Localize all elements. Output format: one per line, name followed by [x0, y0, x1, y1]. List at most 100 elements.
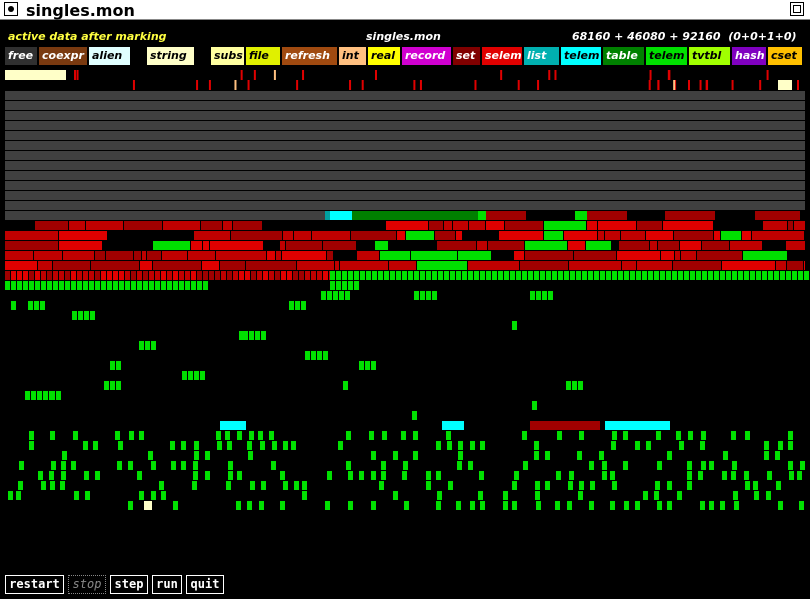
block — [575, 211, 587, 220]
block — [151, 341, 156, 350]
block — [586, 241, 611, 250]
block — [201, 221, 222, 230]
block — [732, 461, 737, 470]
block — [336, 281, 341, 290]
block — [65, 281, 70, 290]
block — [623, 431, 628, 440]
block — [295, 301, 300, 310]
block — [31, 391, 36, 400]
block — [437, 241, 476, 250]
block — [536, 291, 541, 300]
block — [396, 271, 401, 280]
block — [280, 241, 285, 250]
block — [223, 221, 232, 230]
block — [74, 491, 79, 500]
block — [357, 251, 379, 260]
block — [486, 211, 526, 220]
block — [775, 451, 780, 460]
free-row — [5, 91, 805, 100]
block — [665, 211, 715, 220]
block — [556, 471, 561, 480]
block — [610, 471, 615, 480]
block — [5, 241, 58, 250]
block — [137, 271, 142, 280]
block — [301, 301, 306, 310]
block — [587, 221, 597, 230]
block — [147, 251, 161, 260]
block — [41, 481, 46, 490]
block — [37, 391, 42, 400]
block — [209, 271, 214, 280]
block — [354, 271, 359, 280]
block — [517, 80, 520, 90]
block — [197, 281, 202, 290]
block — [578, 381, 583, 390]
block — [796, 80, 799, 90]
block — [701, 461, 706, 470]
block — [755, 211, 800, 220]
block — [787, 261, 803, 270]
block — [91, 261, 139, 270]
block — [234, 80, 237, 90]
button[interactable]: quit — [186, 575, 224, 594]
block — [618, 271, 623, 280]
block — [437, 491, 442, 500]
block — [436, 471, 441, 480]
block — [598, 231, 604, 240]
block — [654, 491, 659, 500]
button[interactable]: step — [110, 575, 148, 594]
block — [311, 351, 316, 360]
block — [107, 281, 112, 290]
block — [294, 231, 311, 240]
block — [477, 241, 487, 250]
close-box[interactable] — [4, 2, 18, 16]
block — [420, 291, 425, 300]
block — [675, 251, 680, 260]
block — [381, 471, 386, 480]
block — [220, 261, 245, 270]
block — [53, 281, 58, 290]
block — [101, 271, 106, 280]
block — [83, 441, 88, 450]
block — [302, 481, 307, 490]
block — [426, 271, 431, 280]
block — [436, 441, 441, 450]
button[interactable]: restart — [5, 575, 64, 594]
block — [220, 421, 246, 430]
block — [191, 281, 196, 290]
block — [191, 271, 196, 280]
block — [408, 271, 413, 280]
block — [444, 271, 449, 280]
block — [514, 251, 524, 260]
block — [602, 461, 607, 470]
block — [402, 271, 407, 280]
block — [95, 251, 105, 260]
block — [413, 80, 416, 90]
block — [420, 271, 425, 280]
legend-item: file — [246, 47, 280, 65]
block — [203, 271, 208, 280]
block — [253, 70, 256, 80]
block — [544, 231, 563, 240]
block — [145, 341, 150, 350]
button[interactable]: run — [152, 575, 182, 594]
block — [622, 261, 636, 270]
zoom-box[interactable] — [790, 2, 804, 16]
block — [619, 241, 649, 250]
block — [486, 221, 504, 230]
block — [185, 271, 190, 280]
block — [698, 471, 703, 480]
block — [750, 271, 755, 280]
block — [374, 70, 377, 80]
block — [450, 271, 455, 280]
block — [453, 221, 468, 230]
free-row — [5, 201, 805, 210]
block — [125, 271, 130, 280]
block — [16, 491, 21, 500]
block — [155, 271, 160, 280]
block — [413, 451, 418, 460]
block — [83, 281, 88, 290]
block — [291, 441, 296, 450]
block — [194, 371, 199, 380]
block — [245, 271, 250, 280]
